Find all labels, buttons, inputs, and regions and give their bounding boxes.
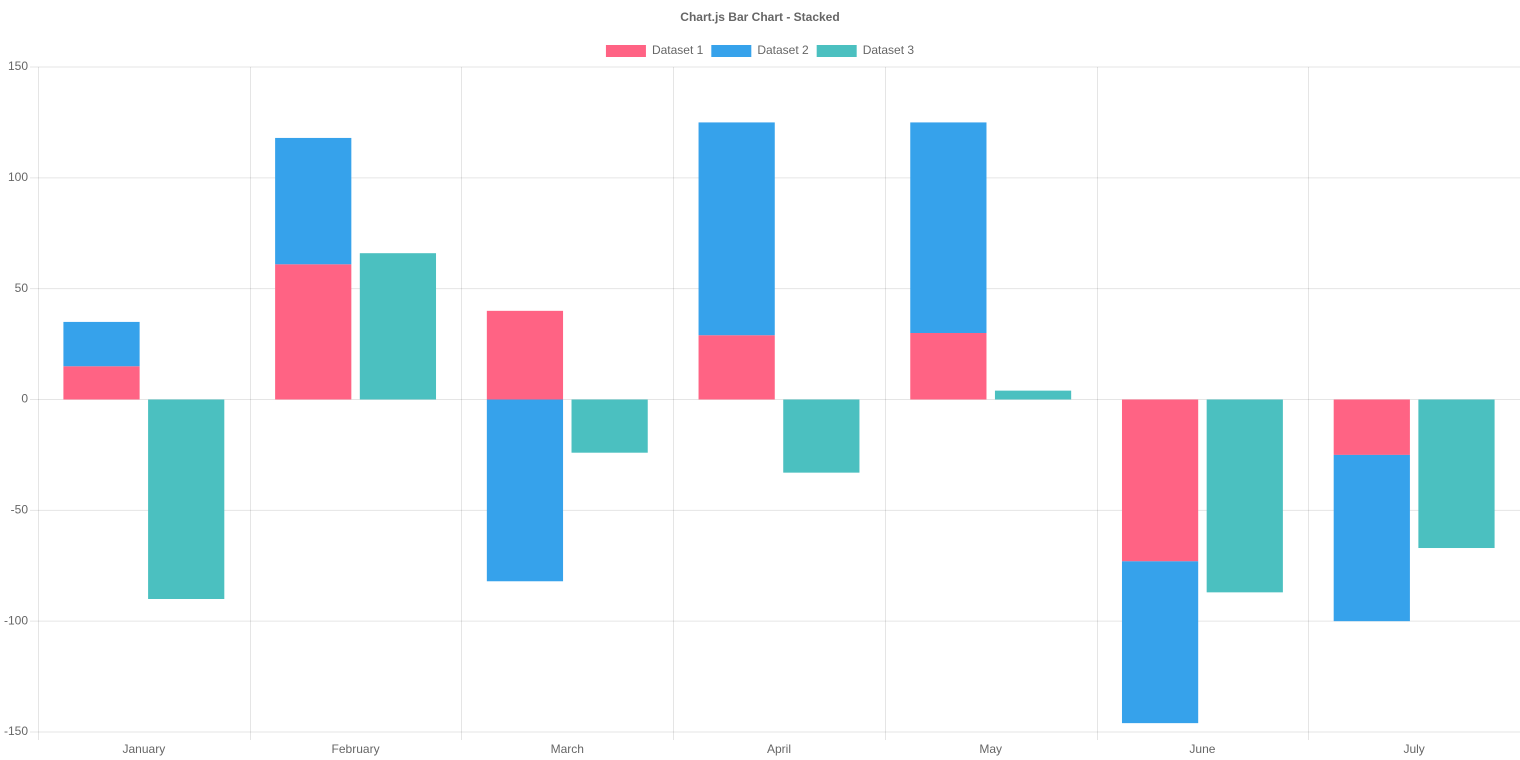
bar	[910, 333, 987, 400]
bar	[783, 399, 860, 473]
bar	[571, 399, 648, 453]
y-tick-label: 100	[8, 170, 28, 184]
legend-label: Dataset 2	[757, 43, 809, 57]
y-tick-label: -50	[11, 503, 29, 517]
legend: Dataset 1 Dataset 2 Dataset 3	[605, 43, 915, 57]
bar	[63, 366, 140, 400]
legend-label: Dataset 1	[652, 43, 704, 57]
legend-swatch	[816, 45, 857, 57]
x-tick-label: July	[1403, 742, 1424, 756]
bar	[698, 335, 775, 400]
y-tick-label: 150	[8, 59, 28, 73]
bar	[994, 390, 1072, 400]
bar	[1333, 454, 1410, 622]
bar	[910, 122, 987, 334]
x-tick-label: May	[979, 742, 1002, 756]
x-tick-label: February	[332, 742, 380, 756]
y-tick-label: -150	[4, 724, 28, 738]
bar	[698, 122, 775, 336]
x-tick-label: June	[1189, 742, 1215, 756]
bar	[1333, 399, 1410, 455]
legend-label: Dataset 3	[863, 43, 915, 57]
y-tick-label: 0	[21, 392, 28, 406]
x-tick-label: January	[123, 742, 166, 756]
bar	[486, 310, 564, 400]
y-tick-label: -100	[4, 613, 28, 627]
bar	[1418, 399, 1495, 549]
legend-swatch	[605, 45, 646, 57]
bar	[275, 137, 352, 265]
bar	[63, 321, 140, 367]
x-tick-label: April	[767, 742, 791, 756]
bar	[148, 399, 225, 599]
bar	[359, 253, 437, 400]
bar	[275, 264, 352, 400]
chart-title: Chart.js Bar Chart - Stacked	[680, 10, 839, 24]
y-tick-label: 50	[15, 281, 29, 295]
bar	[1121, 561, 1199, 724]
bar	[1121, 399, 1199, 562]
x-tick-label: March	[551, 742, 584, 756]
bar	[486, 399, 564, 582]
legend-swatch	[711, 45, 752, 57]
bar	[1206, 399, 1283, 593]
